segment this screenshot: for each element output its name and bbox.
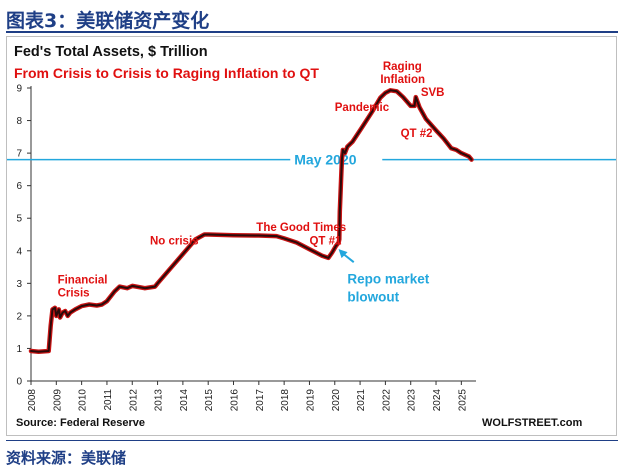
annotation-label: Financial: [58, 274, 108, 286]
footer-divider: [6, 440, 618, 441]
x-tick-label: 2020: [331, 389, 342, 412]
reference-line-group: May 2020: [7, 148, 616, 171]
annotation-label: QT #2: [401, 128, 433, 140]
chart-source: Source: Federal Reserve: [16, 417, 145, 429]
series-group: [28, 88, 474, 354]
chart-title: Fed's Total Assets, $ Trillion: [14, 44, 208, 60]
x-tick-label: 2024: [432, 389, 443, 412]
annotation-label: Inflation: [380, 74, 425, 86]
series-line: [30, 89, 473, 353]
callout-arrow-shaft: [342, 253, 355, 263]
annotation-label: No crisis: [150, 235, 199, 247]
chart-credit: WOLFSTREET.com: [482, 417, 582, 429]
y-tick-label: 5: [16, 214, 22, 225]
y-tick-label: 0: [16, 377, 22, 388]
y-tick-label: 8: [16, 116, 22, 127]
annotation-label: Raging: [383, 61, 422, 73]
annotation-label: The Good Times: [256, 222, 346, 234]
figure-source: 资料来源：美联储: [6, 449, 127, 467]
annotation-label: Pandemic: [335, 102, 390, 114]
annotation-label: SVB: [421, 87, 445, 99]
x-tick-label: 2013: [154, 389, 165, 412]
x-tick-label: 2023: [407, 389, 418, 412]
y-tick-label: 9: [16, 84, 22, 95]
x-tick-label: 2011: [103, 389, 114, 411]
reference-label: May 2020: [294, 152, 356, 168]
y-tick-label: 6: [16, 181, 22, 192]
y-tick-label: 4: [16, 246, 22, 257]
fed-assets-line-chart: Fed's Total Assets, $ Trillion From Cris…: [6, 36, 617, 436]
chart-border: [6, 36, 617, 436]
reference-label-bg: [290, 148, 383, 171]
x-tick-label: 2012: [128, 389, 139, 412]
x-tick-label: 2016: [230, 389, 241, 412]
figure-title: 图表3：美联储资产变化: [6, 10, 210, 32]
x-tick-label: 2018: [280, 389, 291, 412]
x-tick-label: 2009: [52, 389, 63, 412]
chart-subtitle: From Crisis to Crisis to Raging Inflatio…: [14, 65, 319, 81]
x-tick-label: 2019: [305, 389, 316, 412]
callout-label: blowout: [347, 289, 399, 304]
x-tick-label: 2025: [457, 389, 468, 412]
callout-arrow-head: [338, 249, 348, 259]
x-tick-label: 2021: [356, 389, 367, 412]
x-tick-label: 2015: [204, 389, 215, 412]
x-tick-label: 2017: [255, 389, 266, 412]
y-tick-label: 2: [16, 311, 22, 322]
y-tick-label: 7: [16, 149, 22, 160]
axes: 0 1 2 3 4 5 6 7 8 9 2008 2009 2010 2011 2012 2013 2014 20…: [16, 84, 476, 412]
header-divider: [6, 31, 618, 33]
x-tick-label: 2008: [27, 389, 38, 412]
x-tick-label: 2010: [78, 389, 89, 412]
figure-header: 图表3：美联储资产变化: [6, 2, 618, 33]
y-tick-label: 1: [16, 344, 22, 355]
y-tick-label: 3: [16, 279, 22, 290]
annotation-label: Crisis: [58, 287, 90, 299]
x-tick-label: 2014: [179, 389, 190, 412]
x-tick-label: 2022: [381, 389, 392, 412]
annotation-label: QT #1: [309, 235, 342, 247]
chart-frame: Fed's Total Assets, $ Trillion From Cris…: [6, 36, 617, 436]
callout-label: Repo market: [347, 271, 429, 286]
